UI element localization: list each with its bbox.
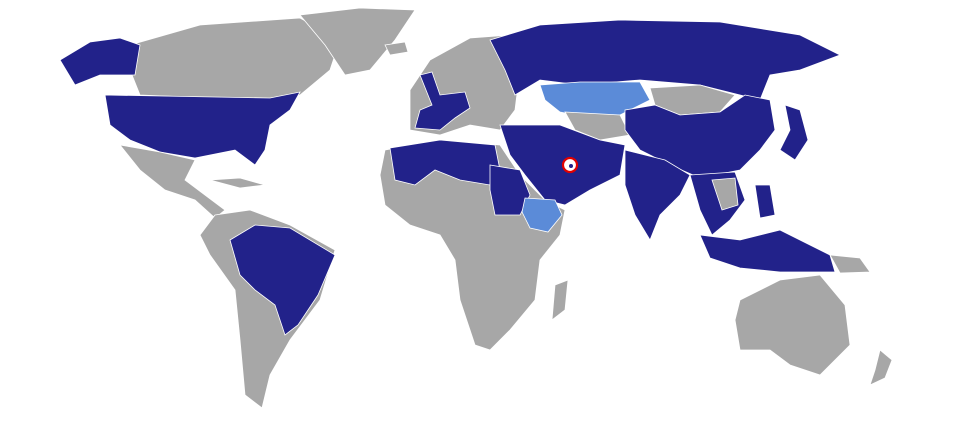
region-sudan bbox=[489, 164, 531, 216]
region-philippines bbox=[754, 184, 776, 219]
region-papua bbox=[829, 254, 871, 274]
region-canada bbox=[129, 17, 341, 101]
region-ethiopia bbox=[521, 197, 563, 233]
region-new-zealand bbox=[869, 349, 893, 386]
region-caribbean bbox=[209, 177, 266, 189]
region-mexico-central-america bbox=[119, 144, 226, 219]
region-north-africa bbox=[389, 139, 501, 186]
region-china bbox=[624, 94, 776, 179]
region-western-europe bbox=[414, 71, 471, 131]
region-brazil bbox=[229, 224, 336, 336]
region-greenland bbox=[299, 7, 416, 76]
region-alaska bbox=[59, 37, 141, 86]
region-india bbox=[624, 149, 691, 241]
region-australia bbox=[734, 274, 851, 376]
region-japan-korea bbox=[779, 104, 809, 161]
region-indonesia bbox=[699, 229, 836, 273]
region-madagascar bbox=[551, 279, 569, 321]
region-central-asia bbox=[564, 111, 631, 141]
region-usa bbox=[104, 91, 301, 166]
region-indochina bbox=[711, 177, 739, 211]
qatar bbox=[569, 164, 573, 168]
region-iceland bbox=[384, 41, 409, 56]
